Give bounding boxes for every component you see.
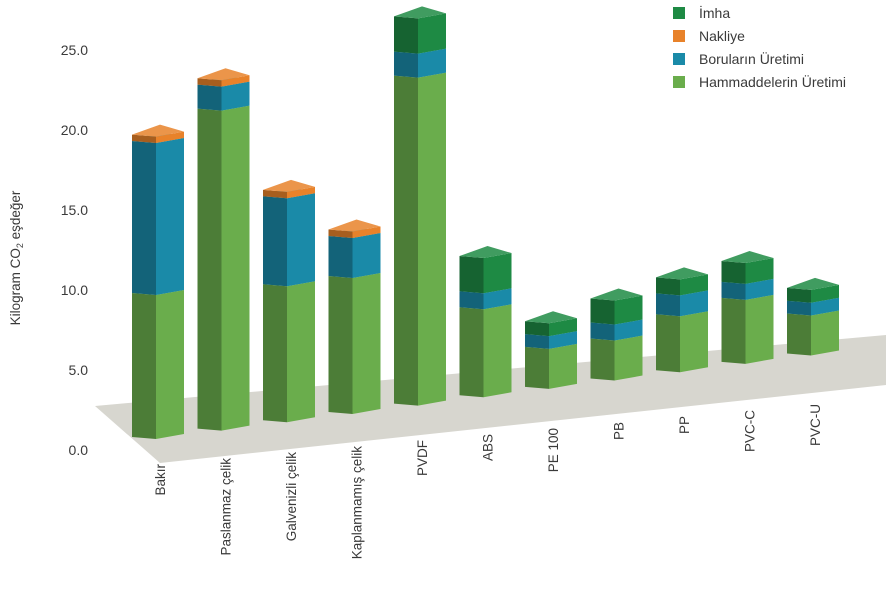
bar-segment bbox=[787, 277, 839, 303]
bar-segment bbox=[328, 219, 381, 238]
bar-segment bbox=[459, 297, 512, 398]
category-label: PE 100 bbox=[546, 428, 561, 472]
legend-item: Nakliye bbox=[673, 28, 745, 44]
y-tick-label: 0.0 bbox=[69, 442, 89, 458]
bar-stack bbox=[525, 311, 577, 389]
category-label: Paslanmaz çelik bbox=[219, 458, 234, 556]
bar-segment bbox=[721, 251, 774, 284]
y-tick-label: 15.0 bbox=[61, 202, 88, 218]
bar-stack bbox=[787, 277, 839, 356]
legend-item: İmha bbox=[673, 4, 730, 21]
bar-segment bbox=[132, 124, 184, 143]
bar-stack bbox=[590, 288, 643, 381]
category-label: PP bbox=[677, 416, 692, 434]
category-label: PVDF bbox=[415, 440, 430, 476]
legend-label: Boruların Üretimi bbox=[699, 50, 804, 67]
bar-segment bbox=[328, 265, 381, 414]
legend-swatch bbox=[673, 53, 685, 65]
bar-segment bbox=[132, 131, 184, 295]
bar-segment bbox=[656, 267, 708, 296]
category-label: Galvenizli çelik bbox=[284, 452, 299, 542]
bar-segment bbox=[197, 98, 250, 431]
y-tick-label: 5.0 bbox=[69, 362, 89, 378]
bar-segment bbox=[263, 274, 315, 423]
y-axis-label: Kilogram CO2 eşdeğer bbox=[8, 190, 25, 325]
bar-segment bbox=[525, 311, 577, 337]
y-tick-label: 10.0 bbox=[61, 282, 88, 298]
legend-item: Hammaddelerin Üretimi bbox=[673, 73, 846, 90]
legend-item: Boruların Üretimi bbox=[673, 50, 804, 67]
legend-swatch bbox=[673, 30, 685, 42]
legend-label: İmha bbox=[699, 4, 730, 21]
legend-label: Hammaddelerin Üretimi bbox=[699, 73, 846, 90]
category-label: ABS bbox=[481, 434, 496, 461]
category-label: Kaplanmamış çelik bbox=[350, 446, 365, 560]
legend-swatch bbox=[673, 76, 685, 88]
category-label: PVC-C bbox=[743, 410, 758, 452]
category-label: PVC-U bbox=[808, 404, 823, 446]
bar-segment bbox=[394, 6, 446, 54]
bar-segment bbox=[132, 283, 184, 439]
bar-stack bbox=[656, 267, 708, 373]
bar-segment bbox=[459, 246, 512, 294]
bar-segment bbox=[263, 179, 315, 199]
bar-stack bbox=[263, 179, 315, 423]
bar-stack bbox=[721, 251, 774, 364]
category-label: Bakır bbox=[153, 464, 168, 496]
bar-segment bbox=[394, 65, 446, 406]
category-label: PB bbox=[612, 422, 627, 440]
legend-label: Nakliye bbox=[699, 28, 745, 44]
bar-segment bbox=[590, 288, 643, 325]
bar-segment bbox=[263, 186, 315, 287]
bar-stack bbox=[459, 246, 512, 398]
bar-stack bbox=[328, 219, 381, 414]
bar-segment bbox=[197, 68, 250, 87]
bar-stack bbox=[197, 68, 250, 431]
bar-stack bbox=[394, 6, 446, 406]
bar-stack bbox=[132, 124, 184, 439]
legend-swatch bbox=[673, 7, 685, 19]
bar-segment bbox=[590, 312, 643, 341]
y-tick-label: 25.0 bbox=[61, 42, 88, 58]
y-tick-label: 20.0 bbox=[61, 122, 88, 138]
